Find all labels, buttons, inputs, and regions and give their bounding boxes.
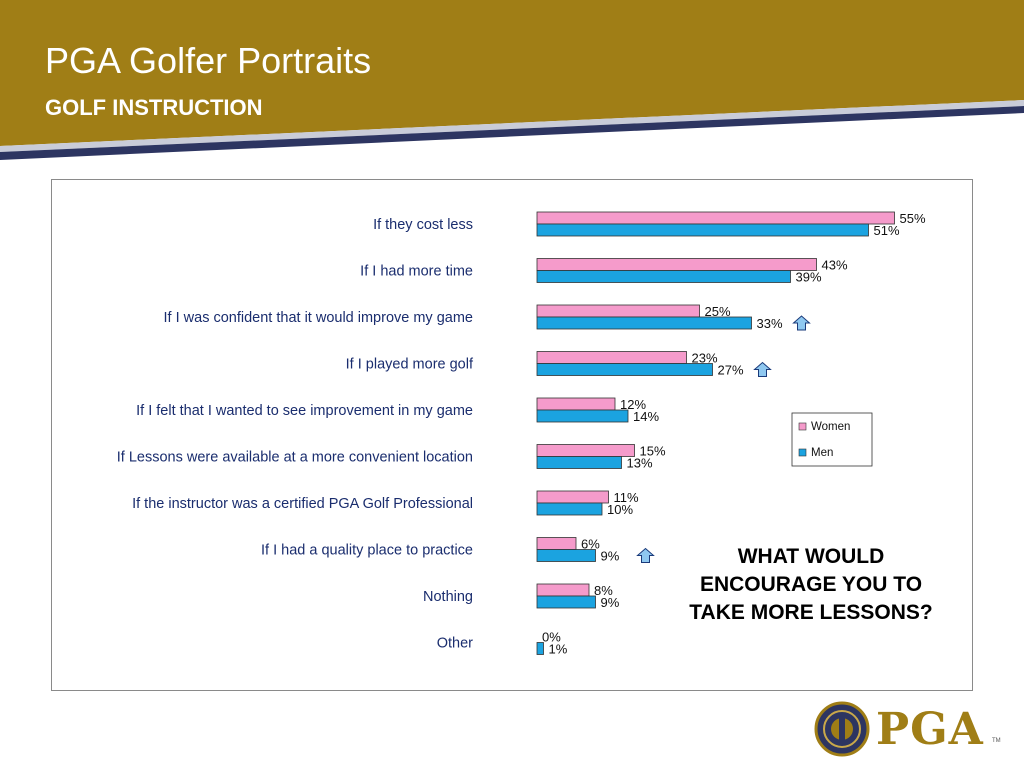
bar-men (536, 642, 544, 655)
bar-women (536, 583, 590, 597)
header-navy-stripe (0, 106, 1024, 160)
up-arrow-icon (753, 361, 772, 377)
data-label-men: 14% (633, 409, 659, 424)
legend-swatch-men (798, 448, 807, 457)
bar-men (536, 595, 596, 609)
pga-seal-icon (814, 701, 870, 757)
up-arrow-icon (792, 315, 811, 331)
chart-panel: If they cost less 55% 51% If I had more tim… (51, 179, 973, 691)
bar-chart: If they cost less 55%51% If I had more tim… (117, 211, 926, 657)
bar-women (536, 304, 700, 318)
bar-women (536, 490, 609, 504)
bar-women (536, 211, 895, 225)
category-label: If I felt that I wanted to see improveme… (136, 403, 473, 419)
data-label-men: 10% (607, 502, 633, 517)
bar-women (536, 351, 687, 364)
data-label-men: 27% (718, 363, 744, 378)
data-label-men: 33% (757, 316, 783, 331)
callout-line: TAKE MORE LESSONS? (689, 601, 933, 624)
data-label-men: 9% (601, 549, 620, 564)
category-label: If they cost less (373, 217, 473, 233)
legend-box (791, 412, 873, 467)
legend-swatch-women (798, 422, 807, 431)
data-label-women: 6% (581, 537, 600, 552)
pga-trademark: TM (992, 738, 1001, 744)
bar-men (536, 502, 603, 516)
category-label: If I played more golf (346, 357, 474, 373)
bar-men (536, 270, 791, 283)
legend-label-men: Men (811, 447, 833, 459)
category-label: If I had a quality place to practice (261, 543, 473, 559)
chart-callout: WHAT WOULD ENCOURAGE YOU TO TAKE MORE LE… (672, 543, 950, 627)
bar-men (536, 456, 622, 469)
data-label-men: 13% (627, 456, 653, 471)
data-label-women: 11% (614, 490, 639, 505)
header-background (0, 0, 1024, 160)
page-subtitle: GOLF INSTRUCTION (45, 95, 263, 120)
category-label: If I had more time (360, 264, 473, 280)
header-light-stripe (0, 100, 1024, 152)
data-label-women: 43% (822, 258, 848, 273)
data-label-women: 15% (640, 444, 666, 459)
bar-women (536, 258, 817, 271)
category-label: Other (437, 636, 473, 652)
bar-men (536, 409, 629, 423)
data-label-women: 55% (900, 211, 926, 226)
legend-label-women: Women (811, 421, 850, 433)
header-band: PGA Golfer Portraits GOLF INSTRUCTION (0, 0, 1024, 160)
bar-women (536, 537, 577, 550)
callout-line: WHAT WOULD (737, 545, 885, 568)
data-label-women: 0% (542, 630, 561, 645)
bar-women (536, 444, 635, 457)
data-label-men: 39% (796, 270, 822, 285)
bar-women (536, 397, 616, 411)
pga-logo: PGA TM (812, 700, 1017, 760)
page-title: PGA Golfer Portraits (45, 40, 372, 81)
category-label: If Lessons were available at a more conv… (117, 450, 473, 466)
data-label-women: 8% (594, 583, 613, 598)
bar-men (536, 316, 752, 330)
data-label-women: 25% (705, 304, 731, 319)
callout-line: ENCOURAGE YOU TO (699, 573, 923, 596)
bar-men (536, 363, 713, 376)
bar-men (536, 549, 596, 562)
category-label: Nothing (423, 589, 473, 605)
header-gold-band (0, 0, 1024, 146)
pga-wordmark: PGA (876, 704, 984, 755)
data-label-men: 51% (874, 223, 900, 238)
bar-men (536, 223, 869, 237)
up-arrow-icon (636, 547, 655, 563)
data-label-women: 12% (620, 397, 646, 412)
data-label-men: 1% (549, 642, 568, 657)
category-label: If the instructor was a certified PGA Go… (132, 496, 473, 512)
data-label-women: 23% (692, 351, 718, 366)
category-label: If I was confident that it would improve… (164, 310, 473, 326)
data-label-men: 9% (601, 595, 620, 610)
